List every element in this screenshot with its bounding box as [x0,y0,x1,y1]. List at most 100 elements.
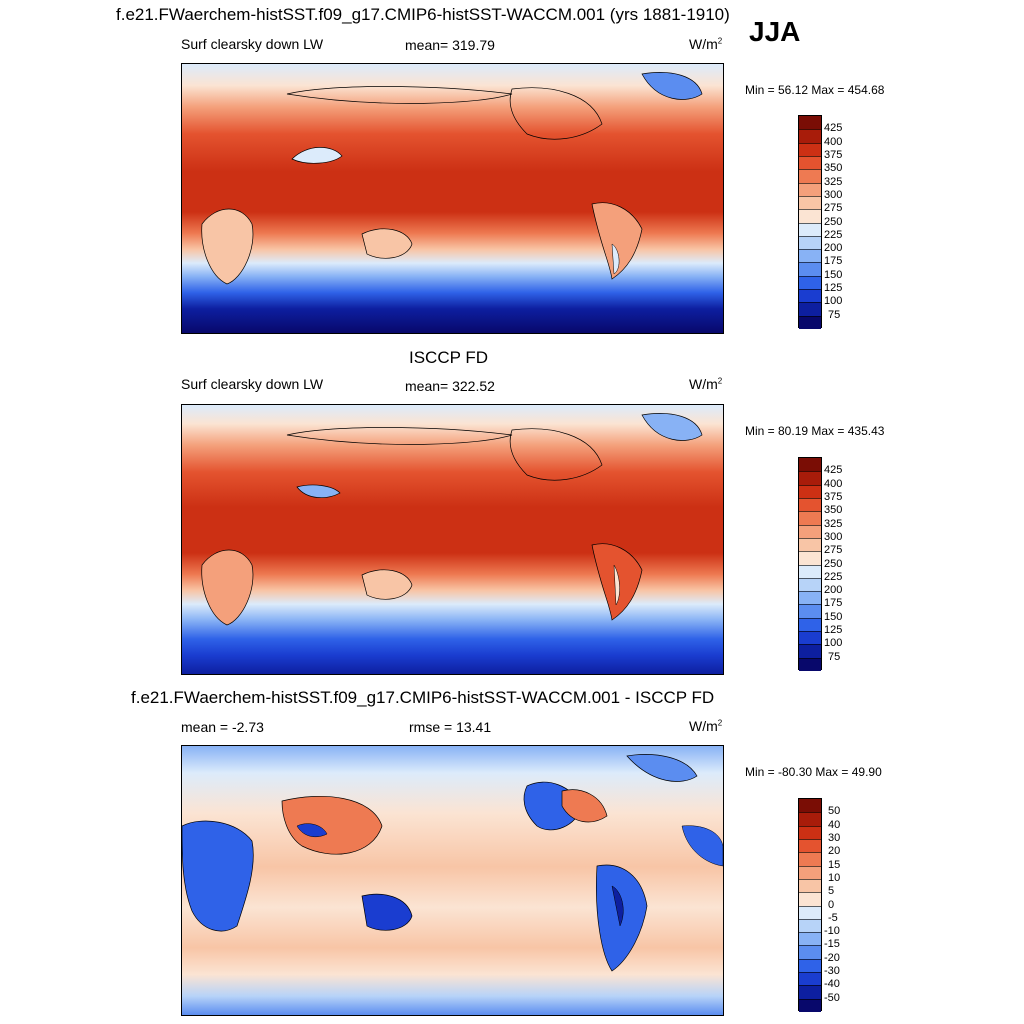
colorbar-segment [799,825,821,839]
panel-3-map [181,745,724,1016]
colorbar-tick-label: 5 [828,885,835,898]
colorbar-segment [799,657,821,671]
colorbar-tick-label: -5 [828,911,838,924]
colorbar-tick-label: 125 [824,624,843,637]
colorbar-segment [799,631,821,645]
colorbar-segment [799,905,821,919]
colorbar-tick-label: 375 [824,490,843,503]
colorbar-segment [799,511,821,525]
colorbar-segment [799,289,821,303]
colorbar-segment [799,591,821,605]
colorbar-box [798,115,822,329]
panel-1-variable-label: Surf clearsky down LW [181,36,324,52]
colorbar-tick-label: -30 [824,965,840,978]
colorbar-segment [799,195,821,210]
colorbar-segment [799,458,821,472]
colorbar-segment [799,878,821,893]
colorbar-tick-label: 325 [824,175,843,188]
colorbar-tick-label: 20 [828,845,841,858]
colorbar-segment [799,116,821,130]
colorbar-tick-label: 375 [824,148,843,161]
colorbar-segment [799,918,821,933]
colorbar-tick-label: 150 [824,610,843,623]
colorbar-tick-label: 75 [828,308,841,321]
colorbar-tick-label: 225 [824,570,843,583]
panel-3-title: f.e21.FWaerchem-histSST.f09_g17.CMIP6-hi… [131,688,715,707]
colorbar-tick-label: -20 [824,951,840,964]
panel-3-units: W/m2 [689,718,723,734]
colorbar-tick-label: 50 [828,805,841,818]
colorbar-segment [799,155,821,170]
colorbar-segment [799,537,821,552]
colorbar-segment [799,222,821,236]
colorbar-segment [799,985,821,999]
panel-3-mean-label: mean = -2.73 [181,719,264,735]
colorbar-tick-label: 100 [824,637,843,650]
colorbar-segment [799,471,821,485]
colorbar-tick-label: 400 [824,477,843,490]
colorbar-segment [799,617,821,632]
colorbar-tick-label: 275 [824,544,843,557]
colorbar-tick-label: 225 [824,228,843,241]
panel-1-title: f.e21.FWaerchem-histSST.f09_g17.CMIP6-hi… [116,5,730,24]
colorbar-segment [799,958,821,973]
colorbar-segment [799,932,821,946]
colorbar-tick-label: 100 [824,295,843,308]
colorbar-tick-label: 175 [824,597,843,610]
colorbar-segment [799,484,821,498]
colorbar-segment [799,275,821,290]
colorbar-segment [799,812,821,826]
colorbar-tick-label: 75 [828,650,841,663]
panel-3-rmse-label: rmse = 13.41 [409,719,492,735]
colorbar-tick-label: 250 [824,215,843,228]
colorbar-tick-label: 15 [828,858,841,871]
colorbar-segment [799,142,821,156]
season-label: JJA [749,16,801,47]
panel-1-mean-label: mean= 319.79 [405,37,495,53]
colorbar-tick-label: 300 [824,188,843,201]
colorbar-tick-label: 175 [824,255,843,268]
colorbar-segment [799,129,821,143]
colorbar-tick-label: -15 [824,938,840,951]
colorbar-tick-label: 425 [824,122,843,135]
colorbar-tick-label: 200 [824,584,843,597]
colorbar-segment [799,604,821,618]
colorbar-segment [799,302,821,316]
panel-1-map-svg [182,64,723,333]
panel-2-minmax: Min = 80.19 Max = 435.43 [745,424,885,438]
colorbar-segment [799,551,821,565]
panel-1-map [181,63,724,334]
colorbar-box [798,798,822,1012]
colorbar-tick-label: 125 [824,282,843,295]
colorbar-segment [799,249,821,263]
colorbar-segment [799,799,821,813]
colorbar-tick-label: 325 [824,517,843,530]
colorbar-tick-label: -10 [824,925,840,938]
colorbar-segment [799,852,821,866]
colorbar-segment [799,564,821,578]
colorbar-segment [799,945,821,959]
colorbar-tick-label: 30 [828,831,841,844]
colorbar-tick-label: 10 [828,871,841,884]
colorbar-tick-label: 150 [824,268,843,281]
colorbar-segment [799,235,821,250]
panel-2-mean-label: mean= 322.52 [405,378,495,394]
colorbar-tick-label: 400 [824,135,843,148]
colorbar-segment [799,182,821,196]
colorbar-tick-label: 350 [824,504,843,517]
colorbar-box [798,457,822,671]
colorbar-segment [799,577,821,592]
colorbar-segment [799,972,821,986]
colorbar-segment [799,315,821,329]
panel-1-minmax: Min = 56.12 Max = 454.68 [745,83,885,97]
colorbar-tick-label: 425 [824,464,843,477]
colorbar-tick-label: -50 [824,991,840,1004]
panel-2-variable-label: Surf clearsky down LW [181,376,324,392]
colorbar-segment [799,865,821,879]
colorbar-segment [799,262,821,276]
colorbar-segment [799,892,821,906]
panel-1-units: W/m2 [689,36,723,52]
colorbar-segment [799,209,821,223]
panel-3-minmax: Min = -80.30 Max = 49.90 [745,765,882,779]
panel-2-units: W/m2 [689,376,723,392]
